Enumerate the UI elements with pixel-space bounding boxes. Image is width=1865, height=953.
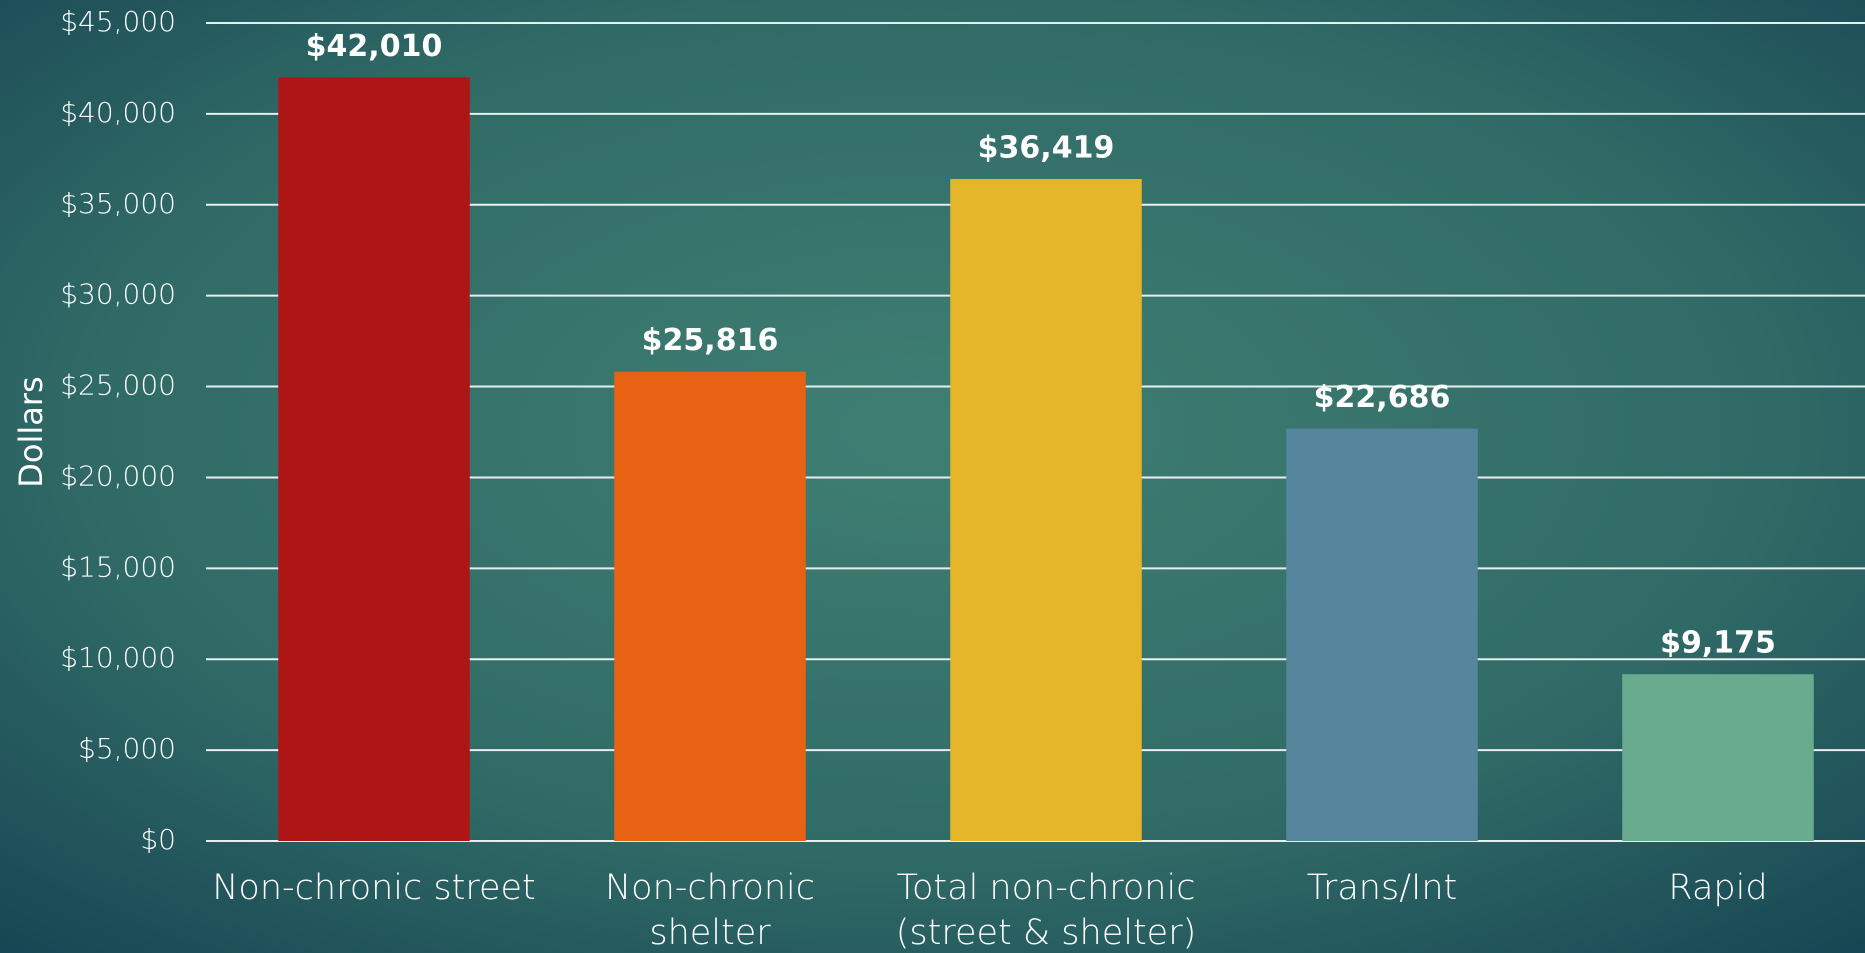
y-tick-label: $40,000 [60,96,176,129]
y-tick-label: $45,000 [60,5,176,38]
bar [614,371,806,841]
y-tick-label: $30,000 [60,278,176,311]
y-tick-label: $15,000 [60,550,176,583]
bar [278,77,470,841]
y-tick-label: $10,000 [60,641,176,674]
value-label: $25,816 [642,323,779,358]
x-tick-label: shelter [649,913,771,953]
x-tick-label: Non-chronic street [212,868,536,908]
bar [1286,428,1478,841]
y-tick-label: $0 [140,823,176,856]
bar [950,178,1142,841]
x-tick-label: Trans/Int [1307,868,1458,908]
y-tick-label: $5,000 [78,732,176,765]
x-tick-label: Non-chronic [605,868,815,908]
y-tick-label: $35,000 [60,187,176,220]
x-tick-label: Rapid [1668,868,1767,908]
y-axis-title: Dollars [12,376,50,487]
y-tick-label: $20,000 [60,459,176,492]
value-label: $22,686 [1314,380,1451,415]
bar [1622,674,1814,841]
x-tick-label: Total non-chronic [897,868,1196,908]
value-label: $42,010 [306,29,443,64]
y-tick-label: $25,000 [60,369,176,402]
x-tick-label: (street & shelter) [896,913,1197,953]
value-label: $9,175 [1660,626,1776,661]
value-label: $36,419 [978,130,1115,165]
